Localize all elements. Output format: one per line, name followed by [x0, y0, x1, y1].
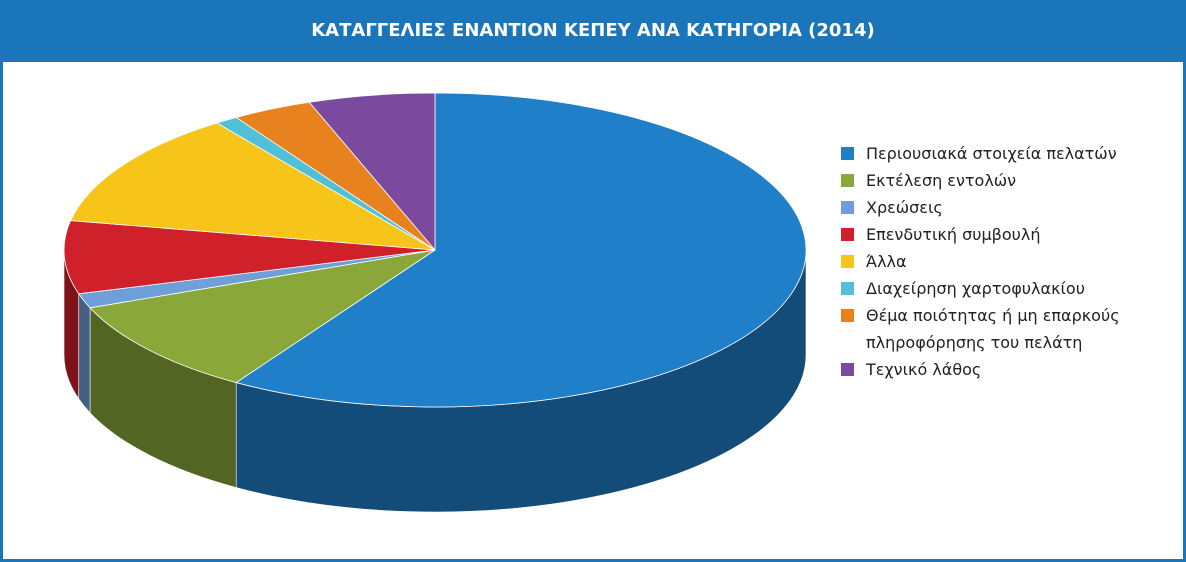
pie-slice	[308, 92, 436, 252]
legend-label: Διαχείρηση χαρτοφυλακίου	[866, 279, 1085, 298]
legend-swatch	[841, 363, 854, 376]
legend-label: Τεχνικό λάθος	[866, 360, 982, 379]
pie-side	[78, 292, 91, 414]
legend-label: Θέμα ποιότητας ή μη επαρκούς πληροφόρηση…	[866, 306, 1120, 352]
legend-item: Επενδυτική συμβουλή	[841, 221, 1161, 248]
legend: Περιουσιακά στοιχεία πελατών Εκτέλεση εντ…	[841, 140, 1161, 383]
legend-swatch	[841, 147, 854, 160]
legend-swatch	[841, 228, 854, 241]
legend-label: Χρεώσεις	[866, 198, 943, 217]
legend-swatch	[841, 255, 854, 268]
pie-slice	[235, 92, 807, 408]
legend-item: Άλλα	[841, 248, 1161, 275]
legend-swatch	[841, 309, 854, 322]
pie-slice	[69, 122, 436, 251]
legend-swatch	[841, 201, 854, 214]
legend-item: Διαχείρηση χαρτοφυλακίου	[841, 275, 1161, 302]
pie-area	[63, 92, 807, 513]
legend-swatch	[841, 174, 854, 187]
legend-item: Τεχνικό λάθος	[841, 356, 1161, 383]
legend-item: Εκτέλεση εντολών	[841, 167, 1161, 194]
legend-label: Άλλα	[866, 252, 907, 271]
legend-label: Εκτέλεση εντολών	[866, 171, 1017, 190]
pie-slice	[63, 220, 436, 295]
legend-item: Χρεώσεις	[841, 194, 1161, 221]
legend-item: Θέμα ποιότητας ή μη επαρκούς πληροφόρηση…	[841, 302, 1161, 356]
legend-swatch	[841, 282, 854, 295]
legend-item: Περιουσιακά στοιχεία πελατών	[841, 140, 1161, 167]
legend-label: Περιουσιακά στοιχεία πελατών	[866, 144, 1117, 163]
chart-title: ΚΑΤΑΓΓΕΛΙΕΣ ΕΝΑΝΤΙΟΝ ΚΕΠΕΥ ΑΝΑ ΚΑΤΗΓΟΡΙΑ…	[3, 0, 1183, 62]
legend-label: Επενδυτική συμβουλή	[866, 225, 1041, 244]
pie-slice	[89, 249, 436, 383]
